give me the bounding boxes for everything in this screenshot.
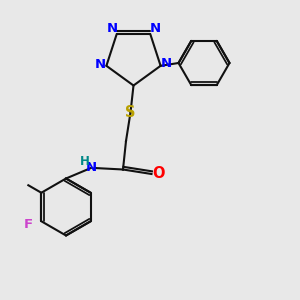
Text: N: N	[95, 58, 106, 71]
Text: N: N	[106, 22, 118, 35]
Text: H: H	[80, 155, 90, 169]
Text: N: N	[149, 22, 161, 35]
Text: N: N	[85, 161, 97, 174]
Text: S: S	[125, 105, 136, 120]
Text: O: O	[152, 166, 164, 181]
Text: N: N	[161, 57, 172, 70]
Text: F: F	[24, 218, 33, 232]
